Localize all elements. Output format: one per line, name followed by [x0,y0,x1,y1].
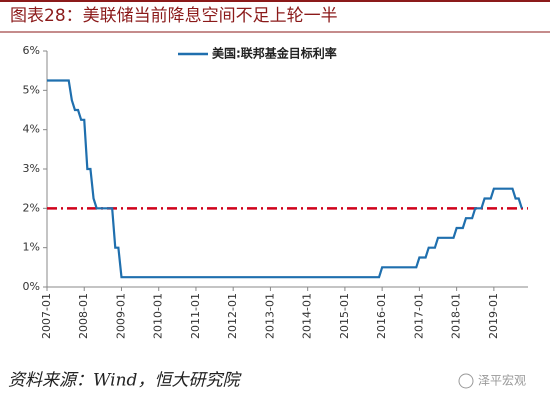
x-tick-label: 2019-01 [487,293,500,339]
x-tick-label: 2009-01 [114,293,127,339]
y-tick-label: 1% [23,241,40,254]
y-tick-label: 3% [23,162,40,175]
x-tick-label: 2007-01 [40,293,53,339]
x-tick-label: 2008-01 [77,293,90,339]
series-line [47,79,523,279]
x-tick-label: 2013-01 [263,293,276,339]
x-tick-label: 2016-01 [375,293,388,339]
x-tick-label: 2017-01 [412,293,425,339]
y-tick-label: 0% [23,280,40,293]
y-tick-label: 5% [23,83,40,96]
x-tick-label: 2011-01 [189,293,202,339]
y-tick-label: 2% [23,201,40,214]
source-note: 资料来源：Wind，恒大研究院 [8,371,242,391]
x-tick-label: 2014-01 [301,293,314,339]
legend-label: 美国:联邦基金目标利率 [212,46,337,61]
x-tick-label: 2010-01 [152,293,165,339]
watermark: 泽平宏观 [478,373,526,388]
y-tick-label: 4% [23,123,40,136]
chart-title: 图表28：美联储当前降息空间不足上轮一半 [10,6,338,26]
x-tick-label: 2015-01 [338,293,351,339]
x-tick-label: 2012-01 [226,293,239,339]
y-tick-label: 6% [23,44,40,57]
watermark-icon [458,373,474,389]
x-tick-label: 2018-01 [450,293,463,339]
